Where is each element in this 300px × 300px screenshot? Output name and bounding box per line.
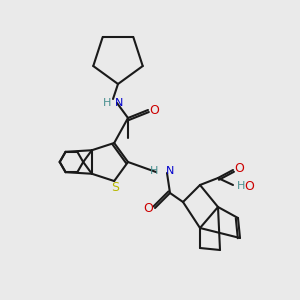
Text: N: N [166, 166, 174, 176]
Text: H: H [237, 181, 245, 191]
Text: N: N [115, 98, 123, 108]
Text: O: O [143, 202, 153, 215]
Text: O: O [149, 103, 159, 116]
Text: H: H [103, 98, 111, 108]
Text: H: H [150, 166, 158, 176]
Text: O: O [234, 163, 244, 176]
Text: S: S [111, 181, 119, 194]
Text: O: O [244, 179, 254, 193]
